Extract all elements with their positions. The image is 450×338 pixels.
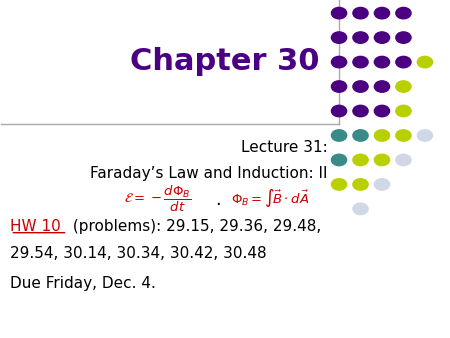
Circle shape <box>332 32 346 43</box>
Circle shape <box>374 130 390 141</box>
Circle shape <box>417 56 432 68</box>
Circle shape <box>353 81 368 92</box>
Text: (problems): 29.15, 29.36, 29.48,: (problems): 29.15, 29.36, 29.48, <box>68 219 321 234</box>
Circle shape <box>332 154 346 166</box>
Circle shape <box>353 32 368 43</box>
Text: Due Friday, Dec. 4.: Due Friday, Dec. 4. <box>10 276 156 291</box>
Circle shape <box>332 81 346 92</box>
Text: HW 10: HW 10 <box>10 219 61 234</box>
Circle shape <box>332 105 346 117</box>
Circle shape <box>353 179 368 190</box>
Circle shape <box>353 7 368 19</box>
Circle shape <box>353 154 368 166</box>
Circle shape <box>396 130 411 141</box>
Text: Faraday’s Law and Induction: II: Faraday’s Law and Induction: II <box>90 166 328 180</box>
Circle shape <box>353 130 368 141</box>
Circle shape <box>417 130 432 141</box>
Circle shape <box>332 130 346 141</box>
Text: Chapter 30: Chapter 30 <box>130 47 320 76</box>
Text: $\Phi_B = \int\!\vec{B}\cdot d\vec{A}$: $\Phi_B = \int\!\vec{B}\cdot d\vec{A}$ <box>231 188 309 210</box>
Circle shape <box>396 105 411 117</box>
Circle shape <box>353 203 368 215</box>
Circle shape <box>353 105 368 117</box>
Text: .: . <box>216 191 221 209</box>
Circle shape <box>396 32 411 43</box>
Circle shape <box>374 179 390 190</box>
Circle shape <box>374 7 390 19</box>
Circle shape <box>374 81 390 92</box>
Circle shape <box>396 154 411 166</box>
Circle shape <box>374 56 390 68</box>
Circle shape <box>332 56 346 68</box>
Circle shape <box>396 81 411 92</box>
Circle shape <box>332 7 346 19</box>
Circle shape <box>332 179 346 190</box>
Circle shape <box>396 56 411 68</box>
Text: $\mathcal{E} = -\dfrac{d\Phi_B}{dt}$: $\mathcal{E} = -\dfrac{d\Phi_B}{dt}$ <box>124 184 192 214</box>
Text: Lecture 31:: Lecture 31: <box>241 140 328 155</box>
Circle shape <box>353 56 368 68</box>
Text: 29.54, 30.14, 30.34, 30.42, 30.48: 29.54, 30.14, 30.34, 30.42, 30.48 <box>10 246 267 261</box>
Circle shape <box>374 105 390 117</box>
Circle shape <box>374 32 390 43</box>
Circle shape <box>374 154 390 166</box>
Circle shape <box>396 7 411 19</box>
